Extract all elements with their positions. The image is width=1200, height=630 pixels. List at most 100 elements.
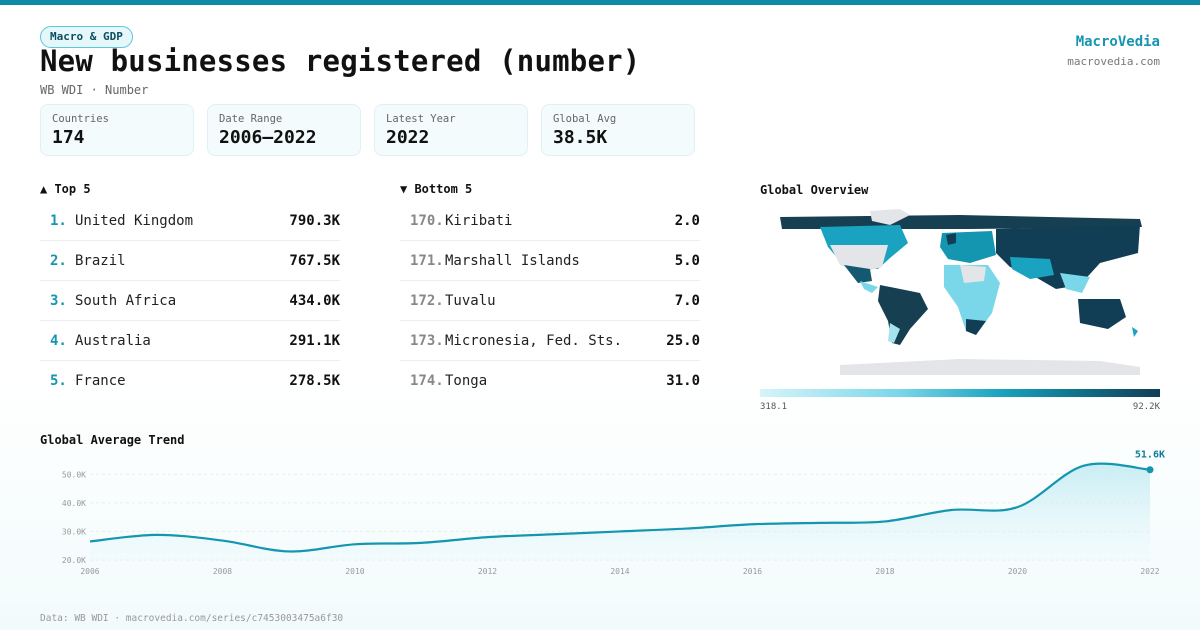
y-tick-label: 20.0K xyxy=(62,556,86,565)
stat-value: 174 xyxy=(52,127,85,148)
x-tick-label: 2016 xyxy=(743,567,762,576)
x-tick-label: 2014 xyxy=(610,567,629,576)
y-tick-label: 30.0K xyxy=(62,527,86,536)
stat-card-latest-year: Latest Year 2022 xyxy=(374,104,528,156)
top5-row[interactable]: 3. South Africa 434.0K xyxy=(40,281,340,321)
rank-number: 171. xyxy=(410,253,444,269)
map-region-africa[interactable] xyxy=(944,265,1000,335)
stat-label: Date Range xyxy=(219,113,283,125)
map-title: Global Overview xyxy=(760,183,869,197)
bottom5-row[interactable]: 174. Tonga 31.0 xyxy=(400,361,700,401)
country-name: South Africa xyxy=(75,293,177,309)
category-tag[interactable]: Macro & GDP xyxy=(40,26,133,48)
scale-min-label: 318.1 xyxy=(760,402,788,412)
x-tick-label: 2012 xyxy=(478,567,497,576)
bottom5-row[interactable]: 170. Kiribati 2.0 xyxy=(400,201,700,241)
brand-logo-text[interactable]: MacroVedia xyxy=(1075,34,1160,50)
country-value: 434.0K xyxy=(289,293,340,309)
trend-line xyxy=(89,462,1151,553)
scale-max-label: 92.2K xyxy=(1132,402,1160,412)
map-region-mexico[interactable] xyxy=(844,265,872,283)
stat-value: 38.5K xyxy=(553,127,608,148)
map-region-australia[interactable] xyxy=(1078,299,1126,329)
site-url[interactable]: macrovedia.com xyxy=(1067,55,1160,68)
x-tick-label: 2018 xyxy=(875,567,894,576)
bottom5-row[interactable]: 172. Tuvalu 7.0 xyxy=(400,281,700,321)
x-tick-label: 2022 xyxy=(1140,567,1159,576)
stat-card-global-avg: Global Avg 38.5K xyxy=(541,104,695,156)
stat-label: Latest Year xyxy=(386,113,456,125)
y-tick-label: 40.0K xyxy=(62,499,86,508)
top5-row[interactable]: 1. United Kingdom 790.3K xyxy=(40,201,340,241)
rank-number: 1. xyxy=(50,213,67,229)
stat-value: 2022 xyxy=(386,127,430,148)
country-value: 278.5K xyxy=(289,373,340,389)
stat-card-date-range: Date Range 2006–2022 xyxy=(207,104,361,156)
country-name: France xyxy=(75,373,126,389)
country-name: Brazil xyxy=(75,253,126,269)
country-value: 2.0 xyxy=(674,213,700,229)
trend-last-value-label: 51.6K xyxy=(1135,450,1165,461)
country-name: Kiribati xyxy=(445,213,513,229)
top5-row[interactable]: 5. France 278.5K xyxy=(40,361,340,401)
country-name: Micronesia, Fed. Sts. xyxy=(445,333,623,349)
rank-number: 3. xyxy=(50,293,67,309)
map-region-new-zealand[interactable] xyxy=(1132,327,1138,337)
country-value: 5.0 xyxy=(674,253,700,269)
rank-number: 4. xyxy=(50,333,67,349)
map-region-usa[interactable] xyxy=(830,245,888,273)
country-value: 31.0 xyxy=(666,373,700,389)
stat-label: Global Avg xyxy=(553,113,617,125)
trend-title: Global Average Trend xyxy=(40,433,185,447)
top5-row[interactable]: 4. Australia 291.1K xyxy=(40,321,340,361)
page-subtitle: WB WDI · Number xyxy=(40,83,149,97)
map-region-antarctica[interactable] xyxy=(840,359,1140,375)
top5-row[interactable]: 2. Brazil 767.5K xyxy=(40,241,340,281)
page-title: New businesses registered (number) xyxy=(40,44,641,78)
map-region-southeast-asia[interactable] xyxy=(1060,273,1090,293)
global-average-trend-chart[interactable]: 20.0K 30.0K 40.0K 50.0K 2006 2008 2010 2012 2014… xyxy=(0,450,1200,585)
stat-value: 2006–2022 xyxy=(219,127,317,148)
map-region-south-asia[interactable] xyxy=(1010,257,1054,279)
rank-number: 170. xyxy=(410,213,444,229)
y-tick-label: 50.0K xyxy=(62,470,86,479)
map-region-brazil[interactable] xyxy=(878,285,928,345)
stat-label: Countries xyxy=(52,113,109,125)
map-region-greenland[interactable] xyxy=(870,209,910,225)
map-region-north-africa[interactable] xyxy=(960,265,986,283)
stat-card-countries: Countries 174 xyxy=(40,104,194,156)
map-region-arctic[interactable] xyxy=(780,215,1142,229)
rank-number: 173. xyxy=(410,333,444,349)
country-name: Tonga xyxy=(445,373,488,389)
map-region-south-africa[interactable] xyxy=(966,319,986,335)
bottom5-title: ▼ Bottom 5 xyxy=(400,182,473,196)
trend-area xyxy=(90,463,1150,560)
x-tick-label: 2006 xyxy=(80,567,99,576)
bottom5-row[interactable]: 173. Micronesia, Fed. Sts. 25.0 xyxy=(400,321,700,361)
map-region-central-america[interactable] xyxy=(860,281,878,293)
x-tick-label: 2010 xyxy=(345,567,364,576)
map-region-argentina[interactable] xyxy=(888,323,900,343)
map-color-scale xyxy=(760,389,1160,397)
x-tick-label: 2008 xyxy=(213,567,232,576)
country-name: Marshall Islands xyxy=(445,253,580,269)
country-value: 25.0 xyxy=(666,333,700,349)
country-value: 7.0 xyxy=(674,293,700,309)
country-name: Tuvalu xyxy=(445,293,496,309)
rank-number: 5. xyxy=(50,373,67,389)
rank-number: 2. xyxy=(50,253,67,269)
country-value: 790.3K xyxy=(289,213,340,229)
country-name: United Kingdom xyxy=(75,213,194,229)
trend-last-point[interactable] xyxy=(1146,466,1154,474)
rank-number: 174. xyxy=(410,373,444,389)
world-choropleth-map[interactable] xyxy=(760,203,1160,383)
country-name: Australia xyxy=(75,333,151,349)
top-accent-bar xyxy=(0,0,1200,5)
rank-number: 172. xyxy=(410,293,444,309)
footer-source: Data: WB WDI · macrovedia.com/series/c74… xyxy=(40,613,344,624)
country-value: 291.1K xyxy=(289,333,340,349)
map-region-uk[interactable] xyxy=(946,233,956,245)
x-tick-label: 2020 xyxy=(1008,567,1027,576)
country-value: 767.5K xyxy=(289,253,340,269)
bottom5-row[interactable]: 171. Marshall Islands 5.0 xyxy=(400,241,700,281)
